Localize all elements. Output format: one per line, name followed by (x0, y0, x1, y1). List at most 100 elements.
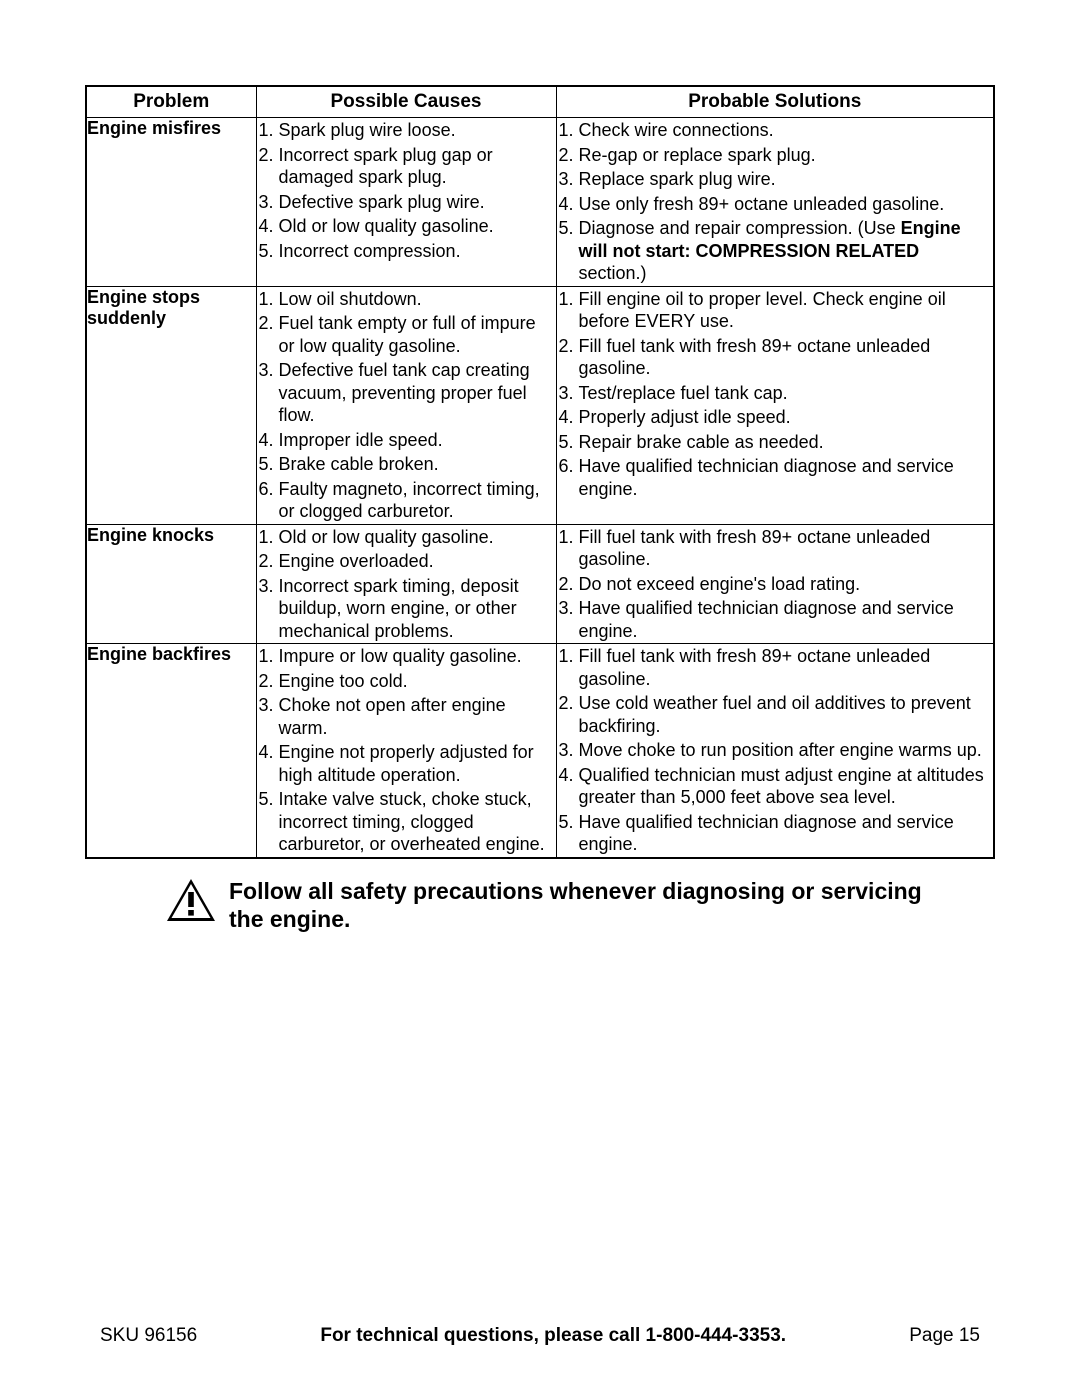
item-number: 3. (557, 739, 579, 762)
page-label: Page (909, 1325, 953, 1346)
page-value: 15 (959, 1325, 980, 1346)
solution-item: 4.Qualified technician must adjust engin… (557, 763, 994, 810)
table-row: Engine stops suddenly1.Low oil shutdown.… (86, 286, 994, 524)
item-number: 3. (557, 382, 579, 405)
item-text: Have qualified technician diagnose and s… (579, 811, 994, 856)
warning-text: Follow all safety precautions whenever d… (229, 877, 955, 935)
table-row: Engine knocks1.Old or low quality gasoli… (86, 524, 994, 644)
cause-item: 1.Impure or low quality gasoline. (257, 644, 556, 669)
item-number: 5. (257, 240, 279, 263)
table-body: Engine misfires1.Spark plug wire loose.2… (86, 118, 994, 858)
cause-item: 3.Defective fuel tank cap creating vacuu… (257, 358, 556, 428)
solutions-cell: 1.Fill fuel tank with fresh 89+ octane u… (556, 644, 994, 858)
item-number: 2. (557, 144, 579, 167)
item-text: Faulty magneto, incorrect timing, or clo… (279, 478, 556, 523)
item-number: 4. (257, 429, 279, 452)
causes-cell: 1.Spark plug wire loose.2.Incorrect spar… (256, 118, 556, 287)
cause-item: 4.Engine not properly adjusted for high … (257, 740, 556, 787)
item-number: 1. (257, 288, 279, 311)
solution-item: 6.Have qualified technician diagnose and… (557, 454, 994, 501)
solution-item: 5.Repair brake cable as needed. (557, 430, 994, 455)
item-text: Do not exceed engine's load rating. (579, 573, 994, 596)
item-number: 4. (257, 215, 279, 238)
cause-item: 2.Incorrect spark plug gap or damaged sp… (257, 143, 556, 190)
item-text: Fill engine oil to proper level. Check e… (579, 288, 994, 333)
item-number: 2. (257, 550, 279, 573)
warning-icon (165, 877, 217, 923)
item-number: 2. (257, 670, 279, 693)
problem-cell: Engine misfires (86, 118, 256, 287)
table-row: Engine misfires1.Spark plug wire loose.2… (86, 118, 994, 287)
item-text: Brake cable broken. (279, 453, 556, 476)
solution-item: 3.Test/replace fuel tank cap. (557, 381, 994, 406)
item-number: 1. (557, 645, 579, 668)
item-text: Properly adjust idle speed. (579, 406, 994, 429)
page-container: Problem Possible Causes Probable Solutio… (0, 0, 1080, 934)
solutions-cell: 1.Fill engine oil to proper level. Check… (556, 286, 994, 524)
item-number: 1. (557, 119, 579, 142)
item-text: Have qualified technician diagnose and s… (579, 597, 994, 642)
causes-cell: 1.Low oil shutdown.2.Fuel tank empty or … (256, 286, 556, 524)
footer-phone: For technical questions, please call 1-8… (320, 1325, 786, 1347)
item-text: Engine overloaded. (279, 550, 556, 573)
cause-item: 3.Choke not open after engine warm. (257, 693, 556, 740)
item-number: 1. (557, 288, 579, 311)
item-number: 4. (257, 741, 279, 764)
item-text: Old or low quality gasoline. (279, 215, 556, 238)
cause-item: 1.Low oil shutdown. (257, 287, 556, 312)
item-number: 3. (557, 597, 579, 620)
solution-item: 5.Have qualified technician diagnose and… (557, 810, 994, 857)
item-text: Use cold weather fuel and oil additives … (579, 692, 994, 737)
item-number: 5. (557, 431, 579, 454)
item-number: 5. (557, 811, 579, 834)
item-number: 1. (257, 119, 279, 142)
item-text: Defective spark plug wire. (279, 191, 556, 214)
cause-item: 1.Old or low quality gasoline. (257, 525, 556, 550)
solution-item: 1.Check wire connections. (557, 118, 994, 143)
solution-item: 2.Use cold weather fuel and oil additive… (557, 691, 994, 738)
item-number: 3. (557, 168, 579, 191)
item-number: 2. (557, 692, 579, 715)
item-text: Fill fuel tank with fresh 89+ octane unl… (579, 645, 994, 690)
item-text: Incorrect spark timing, deposit buildup,… (279, 575, 556, 643)
warning-row: Follow all safety precautions whenever d… (85, 877, 995, 935)
item-text: Choke not open after engine warm. (279, 694, 556, 739)
item-text: Check wire connections. (579, 119, 994, 142)
item-text: Low oil shutdown. (279, 288, 556, 311)
item-number: 5. (257, 453, 279, 476)
problem-cell: Engine knocks (86, 524, 256, 644)
footer-sku: SKU 96156 (100, 1325, 197, 1347)
item-text: Impure or low quality gasoline. (279, 645, 556, 668)
item-number: 2. (557, 573, 579, 596)
item-text: Old or low quality gasoline. (279, 526, 556, 549)
item-number: 4. (557, 406, 579, 429)
item-number: 2. (257, 312, 279, 335)
item-text: Have qualified technician diagnose and s… (579, 455, 994, 500)
cause-item: 2.Fuel tank empty or full of impure or l… (257, 311, 556, 358)
item-number: 1. (557, 526, 579, 549)
item-text: Defective fuel tank cap creating vacuum,… (279, 359, 556, 427)
item-text: Test/replace fuel tank cap. (579, 382, 994, 405)
solution-item: 2.Re-gap or replace spark plug. (557, 143, 994, 168)
cause-item: 1.Spark plug wire loose. (257, 118, 556, 143)
item-text: Improper idle speed. (279, 429, 556, 452)
item-number: 3. (257, 694, 279, 717)
problem-cell: Engine stops suddenly (86, 286, 256, 524)
table-header-row: Problem Possible Causes Probable Solutio… (86, 86, 994, 118)
item-text: Spark plug wire loose. (279, 119, 556, 142)
cause-item: 2.Engine too cold. (257, 669, 556, 694)
item-number: 5. (557, 217, 579, 240)
problem-cell: Engine backfires (86, 644, 256, 858)
item-number: 6. (557, 455, 579, 478)
header-solutions: Probable Solutions (556, 86, 994, 118)
solution-item: 1.Fill fuel tank with fresh 89+ octane u… (557, 525, 994, 572)
item-text: Repair brake cable as needed. (579, 431, 994, 454)
causes-cell: 1.Impure or low quality gasoline.2.Engin… (256, 644, 556, 858)
item-number: 3. (257, 359, 279, 382)
item-text: Engine not properly adjusted for high al… (279, 741, 556, 786)
item-text: Intake valve stuck, choke stuck, incorre… (279, 788, 556, 856)
item-number: 3. (257, 575, 279, 598)
item-text: Fill fuel tank with fresh 89+ octane unl… (579, 335, 994, 380)
cause-item: 2.Engine overloaded. (257, 549, 556, 574)
table-row: Engine backfires1.Impure or low quality … (86, 644, 994, 858)
